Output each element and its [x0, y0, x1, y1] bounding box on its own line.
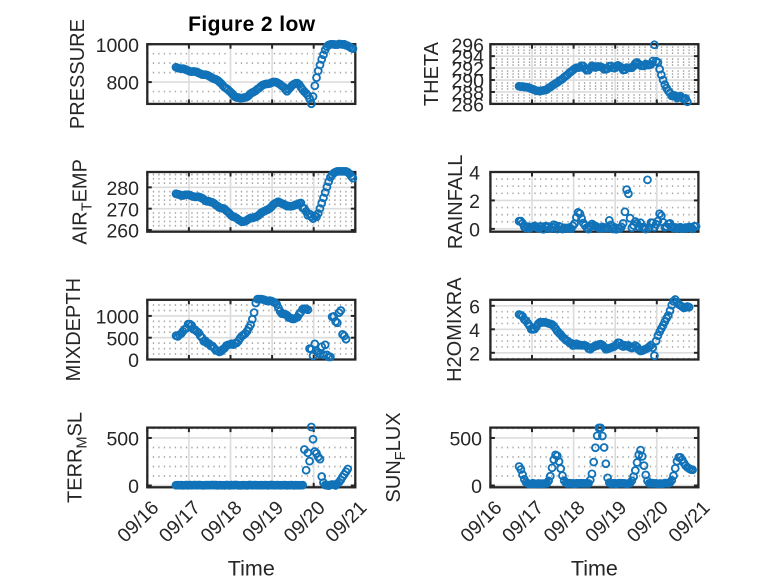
- svg-text:1000: 1000: [96, 35, 140, 57]
- svg-text:0: 0: [469, 219, 480, 241]
- svg-text:0: 0: [128, 350, 139, 372]
- svg-text:4: 4: [469, 163, 480, 185]
- svg-text:Time: Time: [228, 557, 275, 581]
- svg-text:4: 4: [469, 320, 480, 342]
- svg-text:500: 500: [106, 429, 139, 451]
- svg-text:296: 296: [451, 35, 484, 57]
- svg-text:286: 286: [451, 95, 484, 117]
- svg-text:MIXDEPTH: MIXDEPTH: [63, 278, 85, 381]
- svg-text:270: 270: [106, 199, 139, 221]
- svg-text:0: 0: [471, 476, 482, 498]
- svg-text:H2OMIXRA: H2OMIXRA: [444, 277, 466, 382]
- svg-text:6: 6: [469, 296, 480, 318]
- svg-text:TERRMSL: TERRMSL: [65, 412, 91, 503]
- svg-text:AIRTEMP: AIRTEMP: [69, 159, 95, 245]
- svg-text:RAINFALL: RAINFALL: [445, 155, 467, 249]
- svg-text:500: 500: [106, 328, 139, 350]
- svg-text:292: 292: [451, 59, 484, 81]
- svg-text:Figure 2 low: Figure 2 low: [188, 13, 316, 36]
- svg-text:THETA: THETA: [421, 41, 443, 106]
- svg-text:294: 294: [451, 47, 484, 69]
- svg-text:2: 2: [469, 191, 480, 213]
- svg-text:288: 288: [451, 83, 484, 105]
- svg-text:280: 280: [106, 178, 139, 200]
- svg-text:1000: 1000: [96, 307, 140, 329]
- svg-text:2: 2: [469, 343, 480, 365]
- svg-text:Time: Time: [571, 557, 618, 581]
- svg-text:500: 500: [449, 429, 482, 451]
- svg-text:800: 800: [106, 73, 139, 95]
- svg-text:0: 0: [128, 476, 139, 498]
- svg-text:290: 290: [451, 71, 484, 93]
- svg-text:PRESSURE: PRESSURE: [67, 19, 89, 129]
- svg-text:260: 260: [106, 221, 139, 243]
